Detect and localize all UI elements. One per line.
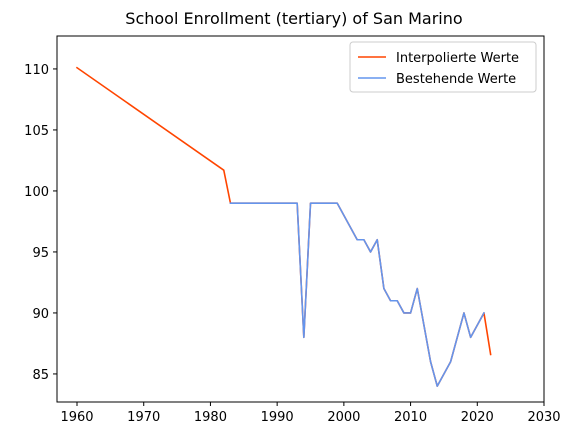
legend: Interpolierte Werte Bestehende Werte bbox=[349, 41, 537, 93]
x-tick-label: 2000 bbox=[327, 410, 360, 425]
chart-title: School Enrollment (tertiary) of San Mari… bbox=[125, 9, 462, 28]
y-tick-label: 100 bbox=[24, 185, 49, 200]
y-tick-label: 90 bbox=[32, 307, 49, 322]
plot-lines bbox=[75, 66, 492, 387]
series-line-existing bbox=[229, 202, 486, 387]
x-tick-label: 1960 bbox=[60, 410, 93, 425]
plot-frame bbox=[56, 35, 545, 403]
y-tick-label: 105 bbox=[24, 124, 49, 139]
x-tick-label: 2030 bbox=[527, 410, 560, 425]
y-tick-label: 85 bbox=[32, 368, 49, 383]
legend-label: Bestehende Werte bbox=[396, 72, 516, 87]
y-tick-label: 95 bbox=[32, 246, 49, 261]
x-tick-label: 2010 bbox=[394, 410, 427, 425]
x-tick-label: 1970 bbox=[127, 410, 160, 425]
y-tick-label: 110 bbox=[24, 63, 49, 78]
x-tick-label: 1980 bbox=[194, 410, 227, 425]
legend-label: Interpolierte Werte bbox=[396, 51, 519, 66]
x-tick-label: 1990 bbox=[261, 410, 294, 425]
x-tick-label: 2020 bbox=[461, 410, 494, 425]
axes: 1960 1970 1980 1990 2000 2010 2020 2030 85 90 95 10… bbox=[24, 35, 561, 425]
legend-box bbox=[349, 41, 537, 93]
